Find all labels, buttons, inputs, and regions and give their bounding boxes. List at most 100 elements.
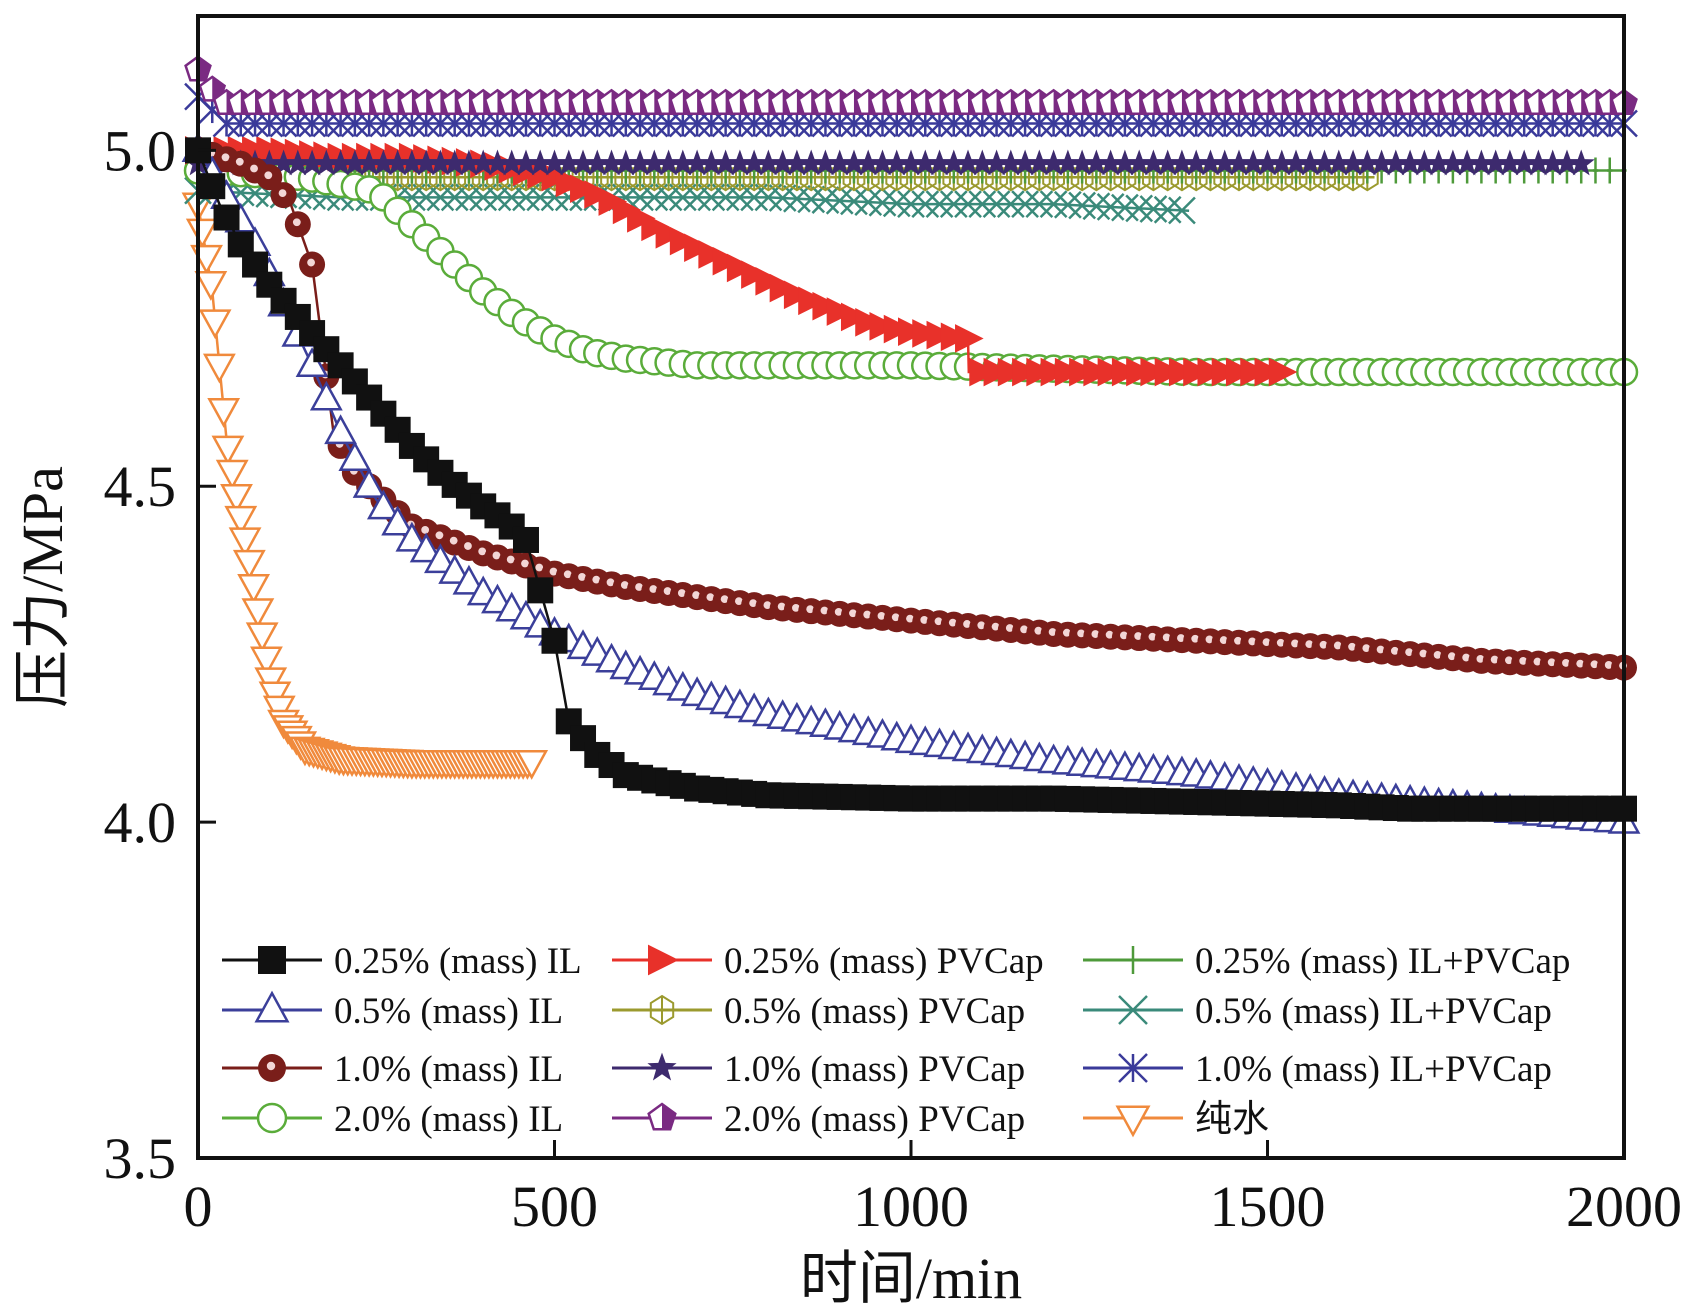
data-point — [237, 574, 271, 604]
data-point — [497, 183, 526, 212]
data-point — [1325, 149, 1353, 176]
legend: 0.25% (mass) IL 0.5% (mass) IL 1.0% (mass)… — [222, 941, 1570, 1140]
y-tick-label: 5.0 — [104, 118, 177, 183]
data-point — [1082, 149, 1110, 176]
data-point — [366, 489, 400, 520]
data-point — [1410, 149, 1438, 176]
data-point — [245, 622, 279, 653]
data-point — [668, 183, 697, 212]
axis-ticks: 0 500 1000 1500 2000 3.5 4.0 4.5 5.0 — [104, 118, 1683, 1239]
series-11 — [181, 192, 549, 780]
legend-item: 2.0% (mass) IL — [222, 1099, 563, 1140]
y-axis-title: 压力/MPa — [10, 466, 75, 708]
data-point — [381, 505, 415, 536]
data-point — [1153, 195, 1182, 224]
data-point — [797, 149, 825, 176]
y-tick-label: 4.0 — [104, 790, 177, 855]
data-point — [512, 149, 540, 176]
legend-item: 0.25% (mass) IL — [222, 941, 582, 982]
data-point — [207, 398, 241, 428]
data-point — [215, 459, 249, 490]
data-point — [954, 190, 982, 218]
data-point — [1425, 149, 1453, 176]
data-point — [983, 149, 1011, 176]
data-point — [250, 646, 283, 677]
series-1 — [181, 132, 1641, 834]
data-point — [648, 944, 679, 976]
data-point — [452, 564, 486, 595]
data-point — [882, 189, 911, 218]
data-point — [1353, 149, 1381, 176]
data-point — [469, 183, 498, 212]
data-point — [455, 183, 483, 212]
data-point — [997, 149, 1025, 176]
data-point — [1068, 149, 1096, 176]
data-point — [424, 543, 457, 574]
data-point — [232, 549, 266, 580]
data-point — [1524, 149, 1552, 176]
data-point — [440, 183, 469, 212]
data-point — [1125, 194, 1154, 223]
data-point — [725, 183, 754, 212]
data-point — [199, 173, 226, 200]
data-point — [1068, 191, 1097, 220]
data-point — [1239, 149, 1267, 176]
data-point — [1453, 149, 1481, 176]
data-point — [754, 149, 782, 176]
data-point — [327, 149, 355, 176]
series-line — [196, 149, 1625, 824]
data-point — [412, 183, 441, 212]
data-point — [854, 149, 882, 176]
data-point — [1553, 149, 1581, 176]
data-point — [1396, 149, 1424, 176]
data-point — [826, 149, 854, 176]
data-point — [968, 190, 997, 218]
data-point — [526, 149, 554, 176]
data-point — [583, 149, 611, 176]
data-point — [469, 149, 497, 176]
data-point — [185, 218, 219, 249]
data-point — [441, 149, 469, 176]
data-point — [649, 994, 675, 1026]
data-point — [409, 532, 443, 563]
data-point — [911, 190, 940, 218]
data-point — [897, 190, 925, 218]
data-point — [939, 190, 968, 218]
legend-label: 0.5% (mass) PVCap — [724, 991, 1025, 1032]
data-point — [1196, 149, 1225, 176]
data-point — [1039, 190, 1068, 218]
legend-item: 1.0% (mass) IL+PVCap — [1083, 1049, 1552, 1090]
data-point — [911, 149, 939, 176]
data-point — [258, 1054, 286, 1082]
data-point — [1053, 190, 1082, 219]
legend-item: 1.0% (mass) IL — [222, 1049, 563, 1090]
data-point — [455, 149, 483, 176]
data-point — [1339, 149, 1367, 176]
data-point — [811, 149, 839, 176]
data-point — [1253, 149, 1282, 176]
data-point — [1268, 149, 1296, 176]
data-point — [897, 149, 925, 176]
data-point — [726, 149, 754, 176]
data-point — [683, 183, 711, 212]
data-point — [768, 184, 797, 212]
data-point — [254, 990, 290, 1023]
data-point — [426, 183, 455, 212]
legend-item: 0.5% (mass) PVCap — [612, 991, 1025, 1032]
x-tick-label: 2000 — [1566, 1174, 1682, 1239]
data-point — [270, 182, 297, 209]
data-point — [1211, 149, 1239, 176]
data-point — [1154, 149, 1182, 176]
legend-label: 0.5% (mass) IL — [334, 991, 563, 1032]
data-point — [683, 149, 711, 176]
data-point — [1040, 149, 1068, 176]
legend-item: 0.25% (mass) IL+PVCap — [1083, 941, 1570, 982]
data-point — [669, 149, 697, 176]
legend-item: 2.0% (mass) PVCap — [612, 1099, 1025, 1140]
data-point — [1592, 157, 1599, 184]
data-point — [854, 188, 883, 216]
legend-item: 纯水 — [1083, 1098, 1269, 1140]
data-point — [369, 149, 397, 176]
legend-label: 1.0% (mass) PVCap — [724, 1049, 1025, 1090]
data-point — [1125, 149, 1153, 176]
